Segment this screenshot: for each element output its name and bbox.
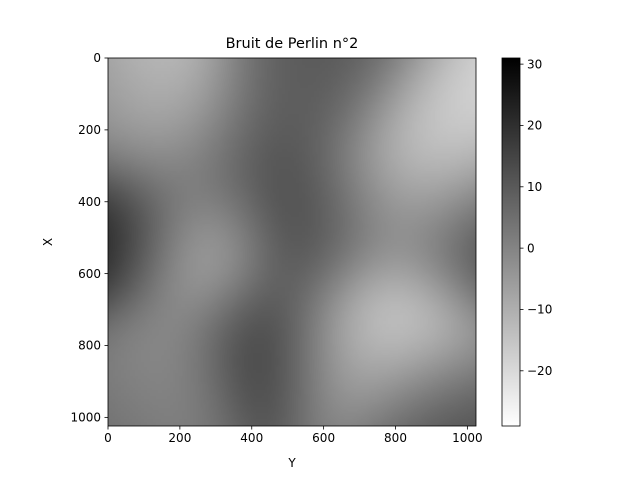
x-axis-ticks: 0 200 400 600 800 1000	[104, 426, 483, 445]
colorbar-tick-label: 10	[527, 180, 542, 194]
x-tick-label: 1000	[452, 431, 483, 445]
colorbar-tick-label: −20	[527, 364, 552, 378]
chart-title: Bruit de Perlin n°2	[226, 36, 359, 52]
colorbar-tick-label: 0	[527, 241, 535, 255]
x-tick-label: 400	[240, 431, 263, 445]
x-tick-label: 200	[168, 431, 191, 445]
colorbar-tick-label: 30	[527, 57, 542, 71]
y-tick-label: 600	[78, 267, 101, 281]
y-tick-label: 0	[93, 51, 101, 65]
colorbar-tick-label: −10	[527, 303, 552, 317]
x-tick-label: 800	[384, 431, 407, 445]
colorbar-tick-label: 20	[527, 119, 542, 133]
x-axis-label: Y	[287, 456, 296, 470]
x-tick-label: 0	[104, 431, 112, 445]
plot-frame	[107, 57, 477, 427]
y-tick-label: 400	[78, 195, 101, 209]
y-axis-label: X	[41, 238, 55, 246]
y-tick-label: 1000	[70, 411, 101, 425]
colorbar-gradient	[501, 57, 521, 427]
colorbar: 30 20 10 0 −10 −20	[501, 57, 552, 427]
y-axis-ticks: 0 200 400 600 800 1000	[70, 51, 108, 425]
heatmap-image	[108, 58, 476, 426]
y-tick-label: 800	[78, 339, 101, 353]
heatmap	[108, 58, 476, 426]
x-tick-label: 600	[312, 431, 335, 445]
y-tick-label: 200	[78, 123, 101, 137]
colorbar-ticks: 30 20 10 0 −10 −20	[520, 57, 552, 378]
